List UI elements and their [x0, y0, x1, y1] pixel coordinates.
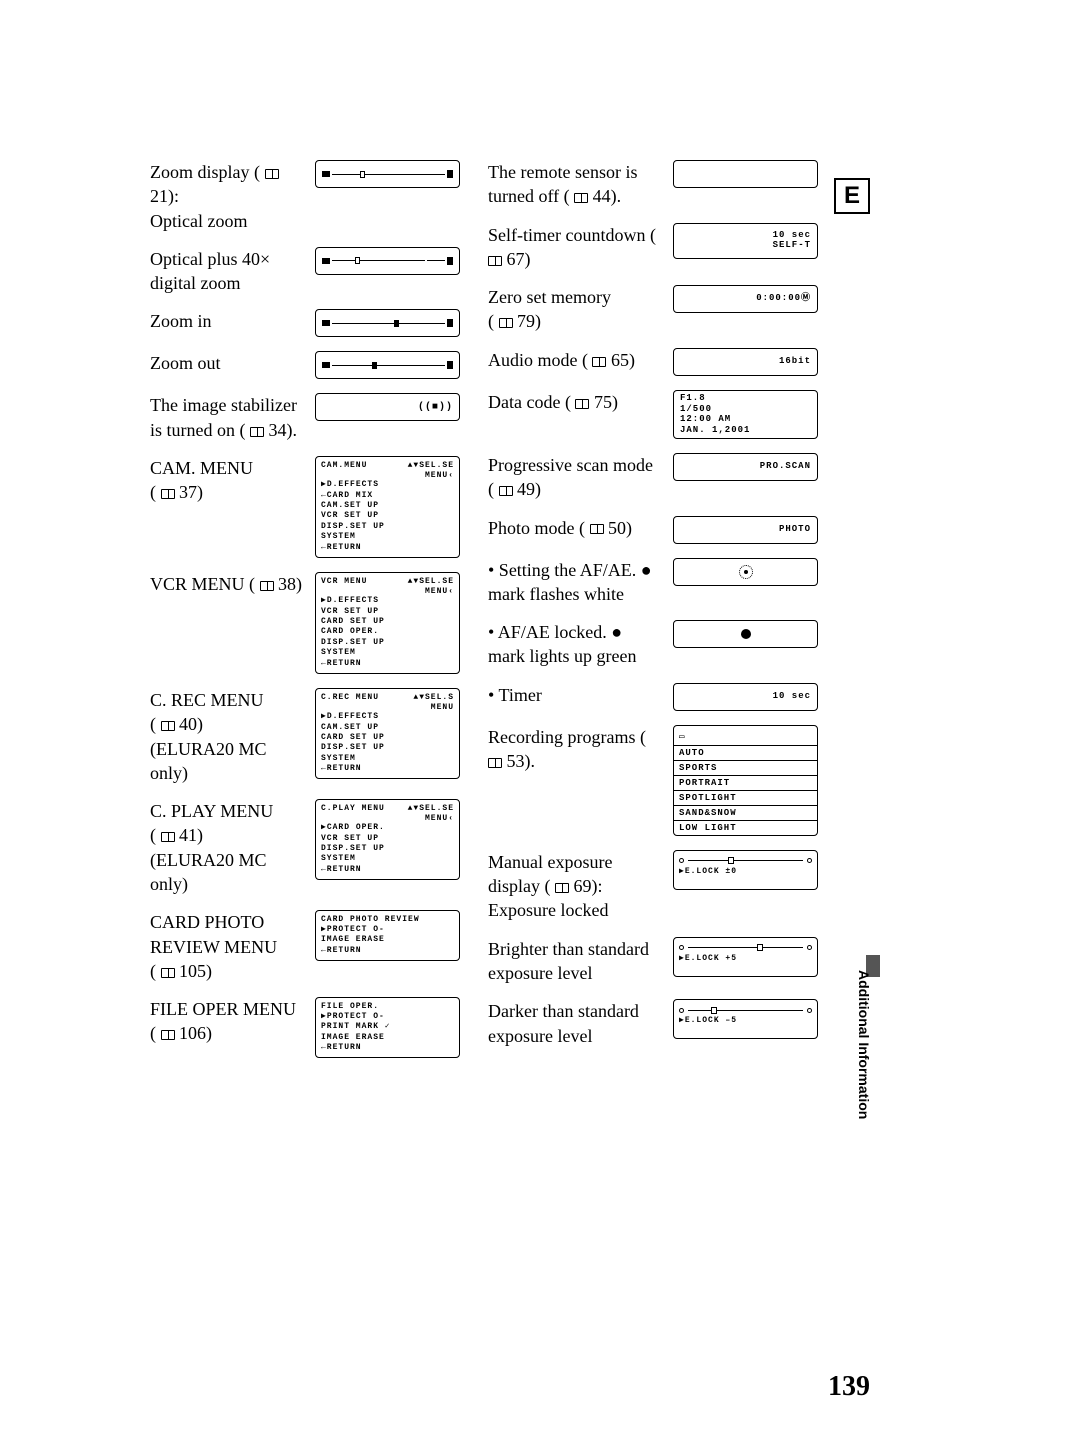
- entry-label: • AF/AE locked. ● mark lights up green: [488, 620, 663, 669]
- lcd-text-box: 0:00:00Ⓜ: [673, 285, 818, 313]
- recording-programs-box: ▭AUTOSPORTSPORTRAITSPOTLIGHTSAND&SNOWLOW…: [673, 725, 818, 836]
- af-ae-indicator-box: [673, 620, 818, 648]
- display-entry: Zero set memory ( 79) 0:00:00Ⓜ: [488, 285, 828, 334]
- lcd-text-box: PHOTO: [673, 516, 818, 544]
- entry-label: C. REC MENU ( 40) (ELURA20 MC only): [150, 688, 307, 785]
- entry-label: Progressive scan mode ( 49): [488, 453, 663, 502]
- entry-label: Brighter than standard exposure level: [488, 937, 663, 986]
- page-ref-icon: [590, 524, 604, 534]
- entry-label: • Setting the AF/AE. ● mark flashes whit…: [488, 558, 663, 607]
- af-ae-indicator-box: [673, 558, 818, 586]
- page-ref-icon: [499, 318, 513, 328]
- display-entry: • Setting the AF/AE. ● mark flashes whit…: [488, 558, 828, 607]
- display-entry: Recording programs ( 53).▭AUTOSPORTSPORT…: [488, 725, 828, 836]
- entry-label: The image stabilizer is turned on ( 34).: [150, 393, 307, 442]
- display-entry: Progressive scan mode ( 49) PRO.SCAN: [488, 453, 828, 502]
- display-entry: Audio mode ( 65) 16bit: [488, 348, 828, 376]
- display-entry: The remote sensor is turned off ( 44).: [488, 160, 828, 209]
- lcd-text-box: 10 sec SELF-T: [673, 223, 818, 259]
- display-entry: Optical plus 40× digital zoom: [150, 247, 460, 296]
- page-ref-icon: [488, 758, 502, 768]
- exposure-box: ▶E.LOCK –5: [673, 999, 818, 1039]
- entry-label: Audio mode ( 65): [488, 348, 663, 372]
- page-ref-icon: [161, 832, 175, 842]
- display-entry: C. REC MENU ( 40) (ELURA20 MC only)C.REC…: [150, 688, 460, 785]
- entry-label: Manual exposure display ( 69): Exposure …: [488, 850, 663, 923]
- entry-label: CAM. MENU ( 37): [150, 456, 307, 505]
- page-ref-icon: [161, 721, 175, 731]
- display-entry: • AF/AE locked. ● mark lights up green: [488, 620, 828, 669]
- page-ref-icon: [499, 486, 513, 496]
- right-column: The remote sensor is turned off ( 44). Se…: [488, 160, 828, 1072]
- display-entry: C. PLAY MENU ( 41) (ELURA20 MC only)C.PL…: [150, 799, 460, 896]
- page-ref-icon: [265, 169, 279, 179]
- display-entry: Photo mode ( 50) PHOTO: [488, 516, 828, 544]
- entry-label: • Timer: [488, 683, 663, 707]
- content-columns: Zoom display ( 21): Optical zoom Optical …: [150, 160, 1000, 1072]
- lcd-text-box: PRO.SCAN: [673, 453, 818, 481]
- menu-display-box: CAM.MENU▲▼SEL.SE MENU‹▶D.EFFECTS←CARD MI…: [315, 456, 460, 558]
- page-number: 139: [828, 1371, 870, 1403]
- lcd-text-box: 10 sec: [673, 683, 818, 711]
- page-ref-icon: [574, 193, 588, 203]
- left-column: Zoom display ( 21): Optical zoom Optical …: [150, 160, 460, 1072]
- lcd-text-box: [673, 160, 818, 188]
- entry-label: Optical plus 40× digital zoom: [150, 247, 307, 296]
- page-ref-icon: [592, 357, 606, 367]
- display-entry: Zoom in: [150, 309, 460, 337]
- entry-label: C. PLAY MENU ( 41) (ELURA20 MC only): [150, 799, 307, 896]
- menu-display-box: VCR MENU▲▼SEL.SE MENU‹▶D.EFFECTSVCR SET …: [315, 572, 460, 674]
- zoom-indicator-box: [315, 247, 460, 275]
- entry-label: Self-timer countdown ( 67): [488, 223, 663, 272]
- side-section-label: Additional Information: [856, 970, 872, 1119]
- display-entry: FILE OPER MENU ( 106)FILE OPER.▶PROTECT …: [150, 997, 460, 1058]
- entry-label: FILE OPER MENU ( 106): [150, 997, 307, 1046]
- entry-label: Zoom out: [150, 351, 307, 375]
- entry-label: Recording programs ( 53).: [488, 725, 663, 774]
- page-ref-icon: [555, 883, 569, 893]
- page-ref-icon: [250, 427, 264, 437]
- lcd-text-box: 16bit: [673, 348, 818, 376]
- entry-label: Zoom display ( 21): Optical zoom: [150, 160, 307, 233]
- page-ref-icon: [575, 399, 589, 409]
- page-ref-icon: [161, 489, 175, 499]
- entry-label: The remote sensor is turned off ( 44).: [488, 160, 663, 209]
- display-entry: VCR MENU ( 38) VCR MENU▲▼SEL.SE MENU‹▶D.E…: [150, 572, 460, 674]
- exposure-box: ▶E.LOCK +5: [673, 937, 818, 977]
- zoom-indicator-box: [315, 351, 460, 379]
- menu-display-box: C.REC MENU▲▼SEL.S MENU▶D.EFFECTSCAM.SET …: [315, 688, 460, 780]
- language-indicator: E: [834, 178, 870, 214]
- zoom-indicator-box: [315, 309, 460, 337]
- menu-display-box: FILE OPER.▶PROTECT O‑PRINT MARK ✓IMAGE E…: [315, 997, 460, 1058]
- display-entry: Darker than standard exposure level▶E.LO…: [488, 999, 828, 1048]
- entry-label: Photo mode ( 50): [488, 516, 663, 540]
- display-entry: The image stabilizer is turned on ( 34).…: [150, 393, 460, 442]
- entry-label: Data code ( 75): [488, 390, 663, 414]
- display-entry: Zoom out: [150, 351, 460, 379]
- display-entry: CARD PHOTO REVIEW MENU ( 105)CARD PHOTO …: [150, 910, 460, 983]
- stabilizer-icon-box: ((■)): [315, 393, 460, 421]
- entry-label: Darker than standard exposure level: [488, 999, 663, 1048]
- display-entry: • Timer 10 sec: [488, 683, 828, 711]
- zoom-indicator-box: [315, 160, 460, 188]
- page-ref-icon: [260, 581, 274, 591]
- entry-label: CARD PHOTO REVIEW MENU ( 105): [150, 910, 307, 983]
- entry-label: Zero set memory ( 79): [488, 285, 663, 334]
- display-entry: Zoom display ( 21): Optical zoom: [150, 160, 460, 233]
- menu-display-box: CARD PHOTO REVIEW▶PROTECT O‑IMAGE ERASE←…: [315, 910, 460, 961]
- display-entry: Brighter than standard exposure level▶E.…: [488, 937, 828, 986]
- entry-label: VCR MENU ( 38): [150, 572, 307, 596]
- menu-display-box: C.PLAY MENU▲▼SEL.SE MENU‹▶CARD OPER.VCR …: [315, 799, 460, 880]
- entry-label: Zoom in: [150, 309, 307, 333]
- page-ref-icon: [161, 1030, 175, 1040]
- display-entry: Self-timer countdown ( 67) 10 sec SELF-T: [488, 223, 828, 272]
- exposure-box: ▶E.LOCK ±0: [673, 850, 818, 890]
- display-entry: CAM. MENU ( 37)CAM.MENU▲▼SEL.SE MENU‹▶D.…: [150, 456, 460, 558]
- page-ref-icon: [161, 968, 175, 978]
- page-ref-icon: [488, 256, 502, 266]
- display-entry: Data code ( 75) F1.81/50012:00 AMJAN. 1,2…: [488, 390, 828, 439]
- data-code-box: F1.81/50012:00 AMJAN. 1,2001: [673, 390, 818, 439]
- display-entry: Manual exposure display ( 69): Exposure …: [488, 850, 828, 923]
